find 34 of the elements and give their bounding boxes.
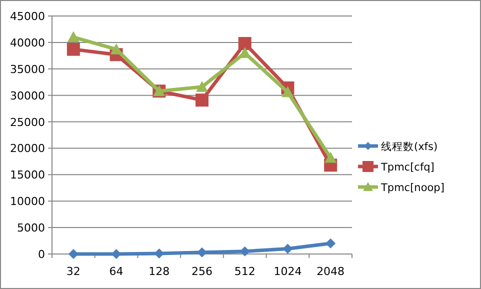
- x-tick-label: 32: [66, 265, 80, 278]
- x-tick-label: 2048: [316, 265, 345, 278]
- point: [197, 247, 207, 258]
- point: [282, 244, 293, 254]
- y-tick-label: 10000: [10, 195, 45, 208]
- legend-label: 线程数(xfs): [381, 140, 438, 153]
- point: [68, 249, 78, 259]
- legend-label: Tpmc[noop]: [380, 182, 444, 194]
- point: [110, 43, 122, 54]
- point: [196, 94, 208, 107]
- point: [67, 31, 80, 42]
- x-tick-label: 512: [234, 265, 256, 278]
- point: [196, 80, 208, 92]
- point: [282, 86, 294, 98]
- y-tick-label: 0: [38, 248, 45, 261]
- y-tick-label: 40000: [10, 36, 45, 50]
- y-tick-label: 15000: [10, 168, 45, 182]
- x-tick-label: 64: [109, 265, 124, 278]
- y-tick-label: 30000: [10, 89, 45, 102]
- point: [326, 238, 336, 248]
- y-tick-label: 45000: [10, 10, 45, 23]
- y-tick-label: 20000: [10, 142, 45, 156]
- point: [66, 42, 80, 56]
- y-tick-label: 35000: [10, 62, 45, 76]
- y-tick-label: 5000: [17, 222, 45, 235]
- point: [111, 249, 122, 259]
- y-tick-label: 25000: [10, 116, 45, 129]
- point: [238, 37, 252, 50]
- legend-label: Tpmc[cfq]: [380, 162, 434, 174]
- point: [324, 152, 337, 163]
- x-tick-label: 256: [192, 265, 212, 278]
- x-tick-label: 1024: [274, 265, 302, 278]
- x-tick-label: 128: [148, 265, 170, 278]
- point: [240, 246, 250, 256]
